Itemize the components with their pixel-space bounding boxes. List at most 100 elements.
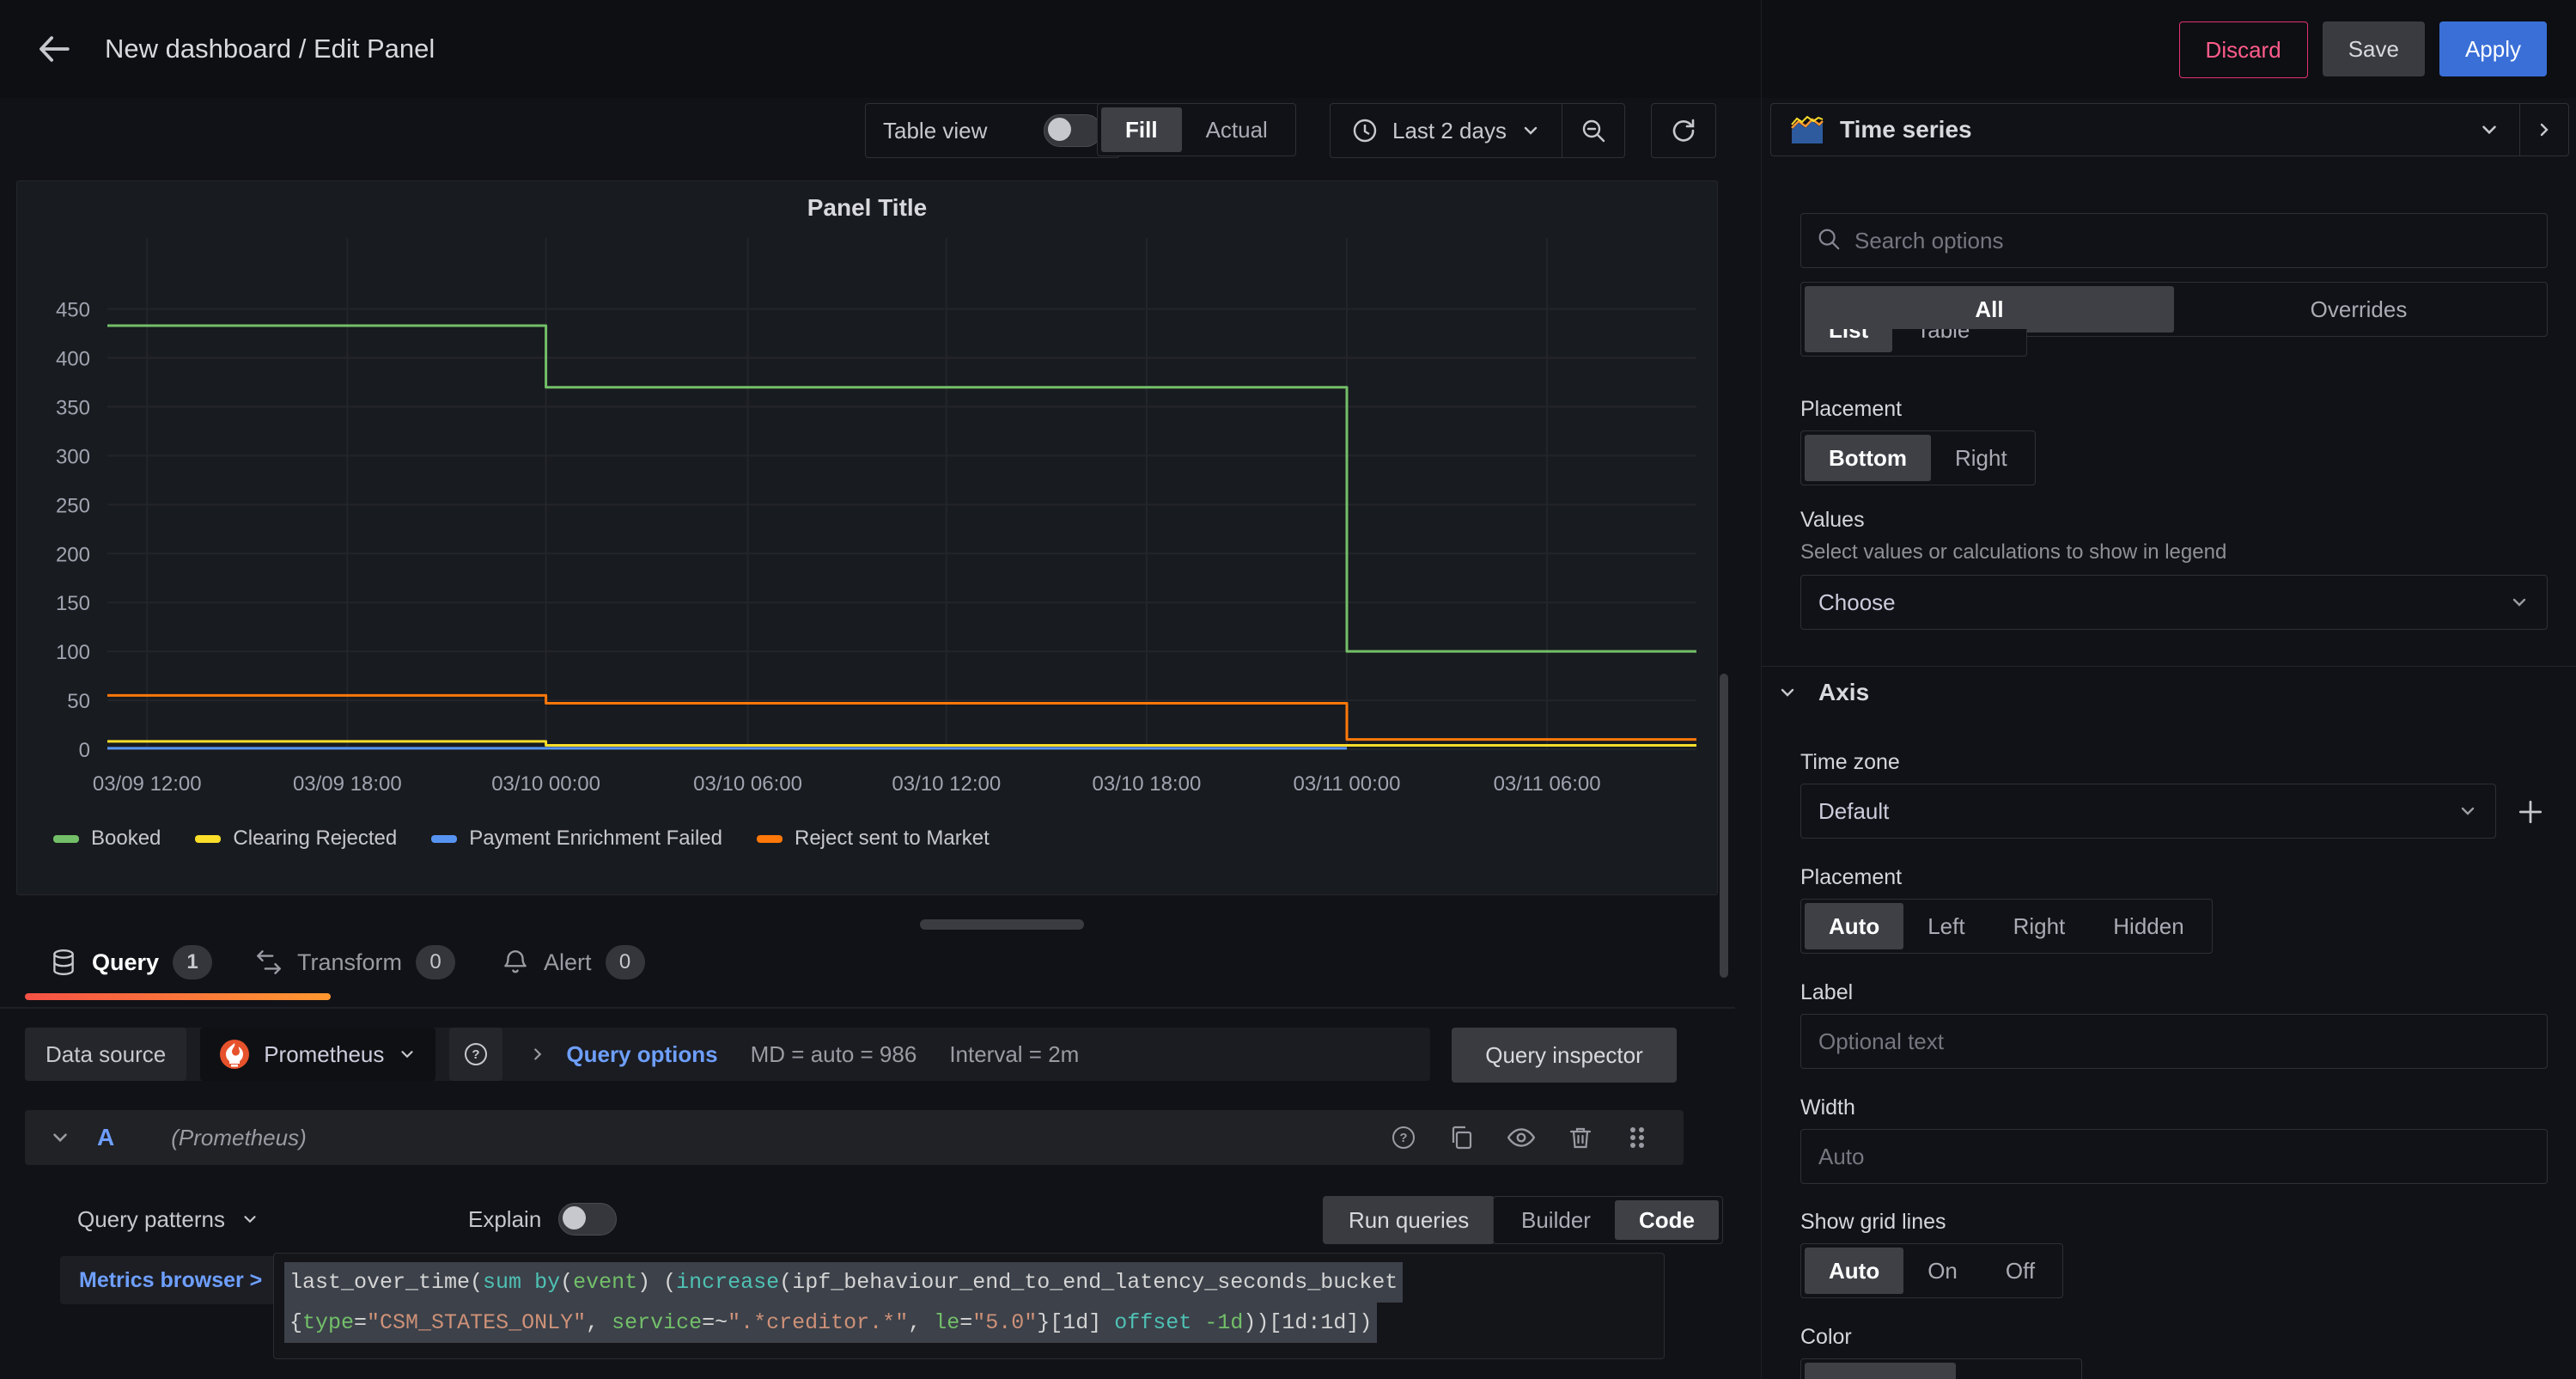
code-token: , bbox=[908, 1310, 934, 1335]
segment-left[interactable]: Left bbox=[1903, 903, 1988, 949]
legend-item[interactable]: Payment Enrichment Failed bbox=[431, 827, 722, 851]
code-token: offset bbox=[1114, 1310, 1191, 1335]
query-patterns-control[interactable]: Query patterns bbox=[77, 1194, 259, 1244]
tab-query-count: 1 bbox=[173, 945, 212, 979]
datasource-name: Prometheus bbox=[264, 1041, 384, 1068]
values-select[interactable]: Choose bbox=[1800, 575, 2548, 630]
zoom-out-button[interactable] bbox=[1562, 104, 1624, 157]
list-table-group: ListTable bbox=[1800, 329, 2027, 357]
segment-fill[interactable]: Fill bbox=[1101, 107, 1182, 152]
tab-transform-count: 0 bbox=[416, 945, 455, 979]
legend-item[interactable]: Reject sent to Market bbox=[757, 827, 990, 851]
grid-lines-label: Show grid lines bbox=[1800, 1210, 1946, 1235]
legend-label: Payment Enrichment Failed bbox=[469, 827, 722, 851]
vertical-scrollbar[interactable] bbox=[1720, 674, 1728, 978]
code-token: last_over_time( bbox=[289, 1270, 483, 1295]
explain-toggle[interactable] bbox=[558, 1203, 617, 1236]
legend-swatch bbox=[195, 835, 221, 843]
horizontal-scrollbar[interactable] bbox=[920, 919, 1084, 930]
segment-on[interactable]: On bbox=[1903, 1248, 1982, 1294]
segment-right[interactable]: Right bbox=[1989, 903, 2090, 949]
query-inspector-button[interactable]: Query inspector bbox=[1452, 1028, 1677, 1083]
segment-off[interactable]: Off bbox=[1982, 1248, 2059, 1294]
code-token: by bbox=[534, 1270, 560, 1295]
segment-hidden[interactable]: Hidden bbox=[2089, 903, 2208, 949]
chart-legend: Booked Clearing Rejected Payment Enrichmen… bbox=[53, 827, 990, 851]
segment-overrides[interactable]: Overrides bbox=[2174, 286, 2543, 333]
legend-label: Reject sent to Market bbox=[795, 827, 990, 851]
segment-builder[interactable]: Builder bbox=[1497, 1200, 1615, 1240]
collapse-pane-button[interactable] bbox=[2520, 104, 2568, 156]
grafana-edit-panel: New dashboard / Edit Panel Discard Save … bbox=[0, 0, 2576, 1379]
segment-auto[interactable]: Auto bbox=[1805, 1248, 1903, 1294]
time-series-chart[interactable]: 05010015020025030035040045003/09 12:0003… bbox=[34, 234, 1709, 802]
chevron-down-icon bbox=[1520, 120, 1541, 141]
tab-alert[interactable]: Alert 0 bbox=[501, 945, 645, 979]
run-queries-button[interactable]: Run queries bbox=[1323, 1196, 1495, 1244]
code-token: -1d bbox=[1204, 1310, 1243, 1335]
code-token bbox=[1191, 1310, 1204, 1335]
axis-section-header[interactable]: Axis bbox=[1777, 679, 1869, 706]
interval-text: Interval = 2m bbox=[949, 1041, 1079, 1068]
tab-query[interactable]: Query 1 bbox=[49, 945, 212, 979]
code-token: { bbox=[289, 1310, 302, 1335]
drag-handle-icon[interactable] bbox=[1625, 1124, 1649, 1151]
query-editor-row-header[interactable]: A (Prometheus) ? bbox=[25, 1110, 1684, 1165]
datasource-row: Data source Prometheus ? Query options M… bbox=[25, 1028, 1430, 1081]
delete-query-icon[interactable] bbox=[1567, 1124, 1594, 1151]
legend-item[interactable]: Clearing Rejected bbox=[195, 827, 397, 851]
axis-label-label: Label bbox=[1800, 980, 1853, 1005]
legend-mode-group-clipped: ListTable bbox=[1800, 329, 2029, 361]
tab-alert-label: Alert bbox=[544, 949, 592, 976]
segment-list[interactable]: List bbox=[1805, 329, 1892, 352]
values-label: Values bbox=[1800, 508, 1865, 533]
promql-line-1[interactable]: last_over_time(sum by(event) (increase(i… bbox=[284, 1262, 1403, 1303]
table-view-toggle[interactable] bbox=[1044, 114, 1102, 147]
segment-code[interactable]: Code bbox=[1615, 1200, 1719, 1240]
tab-transform[interactable]: Transform 0 bbox=[254, 945, 455, 979]
legend-swatch bbox=[53, 835, 79, 843]
axis-width-input[interactable] bbox=[1800, 1129, 2548, 1184]
collapse-chevron-icon[interactable] bbox=[49, 1126, 71, 1149]
legend-label: Booked bbox=[91, 827, 161, 851]
segment-all[interactable]: All bbox=[1805, 286, 2174, 333]
viz-picker-select[interactable]: Time series bbox=[1771, 104, 2519, 156]
duplicate-query-icon[interactable] bbox=[1448, 1124, 1476, 1151]
axis-width-label: Width bbox=[1800, 1095, 1855, 1120]
segment-bottom[interactable]: Bottom bbox=[1805, 435, 1931, 481]
segment-auto[interactable]: Auto bbox=[1805, 903, 1903, 949]
legend-item[interactable]: Booked bbox=[53, 827, 161, 851]
time-series-viz-icon bbox=[1790, 114, 1824, 145]
axis-color-group[interactable] bbox=[1800, 1358, 2082, 1379]
segment-actual[interactable]: Actual bbox=[1182, 107, 1292, 152]
tab-alert-count: 0 bbox=[606, 945, 645, 979]
fill-actual-group: FillActual bbox=[1097, 103, 1296, 156]
datasource-help-button[interactable]: ? bbox=[449, 1028, 502, 1081]
database-icon bbox=[49, 948, 78, 977]
chevron-right-icon[interactable] bbox=[528, 1045, 547, 1064]
timezone-select[interactable]: Default bbox=[1800, 784, 2496, 839]
code-token: = bbox=[959, 1310, 972, 1335]
query-ref-id[interactable]: A bbox=[97, 1124, 114, 1151]
query-options-link[interactable]: Query options bbox=[566, 1041, 717, 1068]
time-range-picker[interactable]: Last 2 days bbox=[1331, 104, 1562, 157]
query-help-icon[interactable]: ? bbox=[1390, 1124, 1417, 1151]
back-arrow-icon[interactable] bbox=[34, 29, 74, 69]
promql-editor[interactable]: last_over_time(sum by(event) (increase(i… bbox=[273, 1253, 1665, 1359]
metrics-browser-button[interactable]: Metrics browser > bbox=[60, 1256, 281, 1304]
svg-text:03/11 06:00: 03/11 06:00 bbox=[1494, 772, 1601, 796]
axis-color-group-clipped bbox=[1800, 1358, 2084, 1379]
segment-right[interactable]: Right bbox=[1931, 435, 2031, 481]
hide-query-icon[interactable] bbox=[1507, 1123, 1536, 1152]
code-token: "CSM_STATES_ONLY" bbox=[367, 1310, 586, 1335]
add-timezone-icon[interactable] bbox=[2516, 797, 2545, 827]
code-token: =~ bbox=[702, 1310, 728, 1335]
datasource-picker[interactable]: Prometheus bbox=[200, 1028, 435, 1081]
refresh-button[interactable] bbox=[1651, 103, 1716, 158]
promql-line-2[interactable]: {type="CSM_STATES_ONLY", service=~".*cre… bbox=[284, 1303, 1377, 1343]
max-data-points-text: MD = auto = 986 bbox=[751, 1041, 917, 1068]
axis-label-input[interactable] bbox=[1800, 1014, 2548, 1069]
timezone-value: Default bbox=[1818, 798, 1889, 825]
search-options-input[interactable] bbox=[1800, 213, 2548, 268]
segment-table[interactable]: Table bbox=[1892, 329, 1994, 352]
